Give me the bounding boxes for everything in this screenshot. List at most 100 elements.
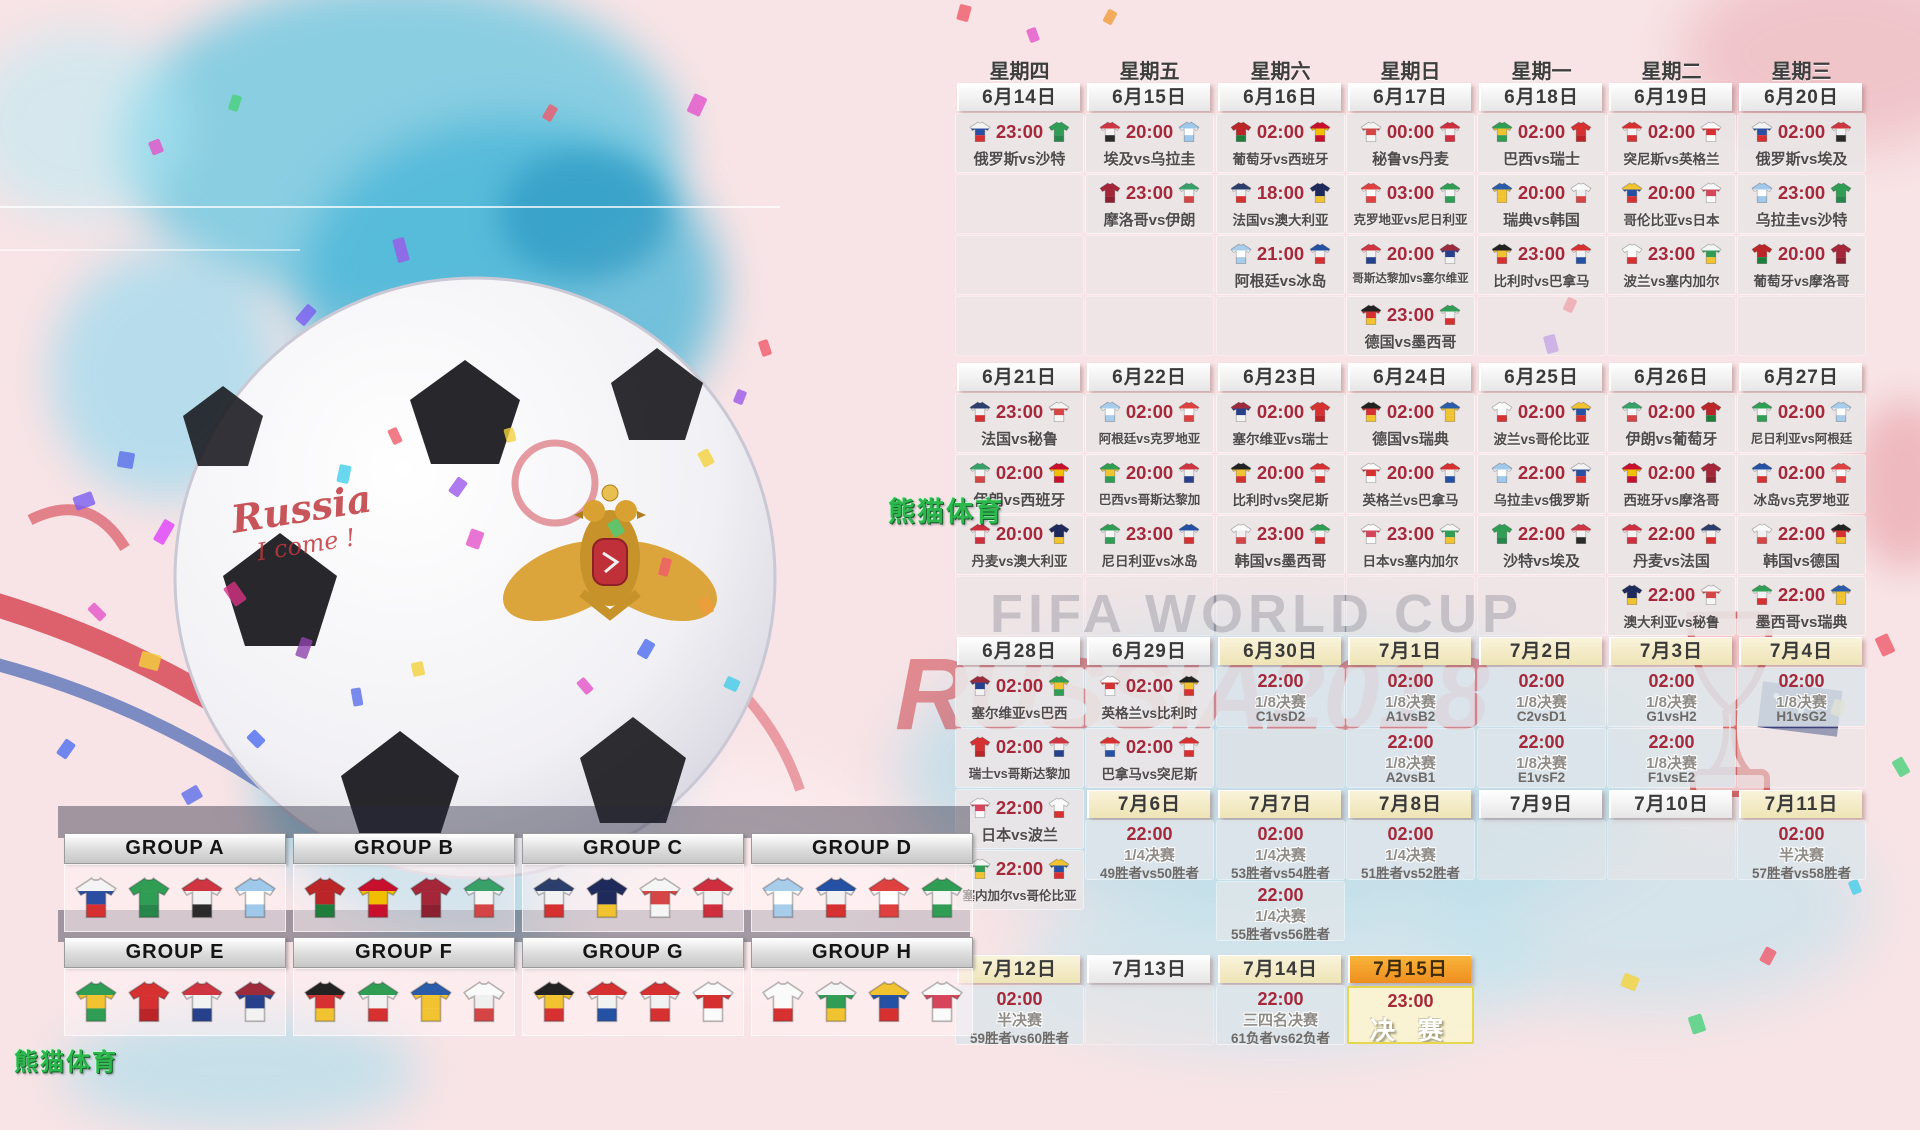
match-teams: 哥斯达黎加vs塞尔维亚 — [1352, 273, 1469, 285]
date-header: 6月26日 — [1609, 363, 1732, 391]
confetti-piece — [138, 650, 162, 672]
jersey-icon-塞内加尔 — [814, 981, 857, 1023]
jersey-icon-俄罗斯 — [1751, 121, 1773, 142]
match-time: 02:00 — [1777, 120, 1826, 142]
jersey-icon-比利时 — [1230, 462, 1252, 483]
pairing-label: A1vsB2 — [1385, 709, 1436, 724]
match-time: 02:00 — [1778, 824, 1825, 844]
match-cell: 02:00 伊朗vs西班牙 — [956, 455, 1083, 513]
date-header: 6月15日 — [1087, 83, 1210, 111]
empty-cell — [1086, 236, 1213, 294]
jersey-icon-秘鲁 — [1360, 121, 1382, 142]
match-time-row: 23:00 — [1086, 517, 1213, 550]
match-time-row: 23:00 — [1347, 517, 1474, 550]
match-teams: 巴西vs瑞士 — [1503, 151, 1580, 168]
stage-label: 1/8决赛 — [1385, 755, 1436, 772]
date-header: 6月18日 — [1479, 83, 1602, 111]
jersey-icon-沙特 — [1491, 523, 1513, 544]
jersey-icon-突尼斯 — [1621, 121, 1643, 142]
match-teams: 德国vs墨西哥 — [1364, 334, 1457, 351]
match-teams: 尼日利亚vs阿根廷 — [1750, 432, 1853, 446]
date-header: 7月7日 — [1218, 790, 1341, 818]
date-header: 7月6日 — [1087, 790, 1210, 818]
match-cell: 02:00 冰岛vs克罗地亚 — [1738, 455, 1865, 513]
final-label: 决 赛 — [1370, 1017, 1451, 1044]
jersey-icon-英格兰 — [1360, 462, 1382, 483]
knockout-cell: 02:00 1/8决赛 G1vsH2 — [1608, 668, 1735, 726]
pairing-label: E1vsF2 — [1517, 770, 1566, 785]
match-time-row: 02:00 — [956, 730, 1083, 763]
match-teams: 英格兰vs巴拿马 — [1362, 493, 1459, 508]
stage-label: 三四名决赛 — [1242, 1012, 1318, 1029]
jersey-icon-伊朗 — [1621, 401, 1643, 422]
match-teams: 波兰vs塞内加尔 — [1623, 274, 1720, 289]
jersey-icon-尼日利亚 — [1751, 401, 1773, 422]
match-time: 02:00 — [1125, 674, 1174, 696]
match-time: 20:00 — [1386, 242, 1435, 264]
jersey-icon-澳大利亚 — [585, 877, 628, 919]
empty-cell — [956, 577, 1083, 635]
empty-cell — [1738, 729, 1865, 787]
match-teams: 法国vs秘鲁 — [981, 431, 1058, 448]
match-time: 21:00 — [1256, 242, 1305, 264]
jersey-icon-韩国 — [1570, 182, 1592, 203]
empty-cell — [1086, 297, 1213, 355]
match-time: 03:00 — [1386, 181, 1435, 203]
date-header: 7月4日 — [1739, 637, 1862, 665]
match-time-row: 02:00 — [1217, 395, 1344, 428]
date-header: 6月16日 — [1218, 83, 1341, 111]
jersey-icon-哥斯达黎加 — [1360, 243, 1382, 264]
jersey-icon-埃及 — [1099, 121, 1121, 142]
match-cell: 02:00 巴西vs瑞士 — [1478, 114, 1605, 172]
match-time: 20:00 — [1647, 181, 1696, 203]
match-teams: 丹麦vs澳大利亚 — [971, 554, 1068, 569]
jersey-icon-墨西哥 — [356, 981, 399, 1023]
match-teams: 伊朗vs葡萄牙 — [1625, 431, 1718, 448]
soccer-ball — [173, 276, 777, 880]
empty-cell — [1478, 297, 1605, 355]
stage-label: 1/8决赛 — [1516, 694, 1567, 711]
jersey-icon-塞内加尔 — [1700, 243, 1722, 264]
match-time-row: 02:00 — [1608, 456, 1735, 489]
jersey-icon-塞尔维亚 — [233, 981, 276, 1023]
match-time-row: 23:00 — [1347, 298, 1474, 331]
jersey-icon-巴西 — [1099, 462, 1121, 483]
weekday-label: 星期日 — [1380, 61, 1441, 83]
jersey-icon-波兰 — [1491, 401, 1513, 422]
match-time: 23:00 — [1386, 303, 1435, 325]
decorative-line — [0, 249, 300, 251]
stage-label: 1/8决赛 — [1385, 694, 1436, 711]
match-time-row: 02:00 — [1086, 395, 1213, 428]
jersey-icon-巴拿马 — [585, 981, 628, 1023]
match-time: 02:00 — [1256, 400, 1305, 422]
jersey-icon-乌拉圭 — [1178, 121, 1200, 142]
match-time-row: 23:00 — [1217, 517, 1344, 550]
pairing-label: 57胜者vs58胜者 — [1751, 866, 1852, 879]
jersey-icon-突尼斯 — [1309, 462, 1331, 483]
confetti-piece — [956, 3, 972, 23]
match-teams: 瑞士vs哥斯达黎加 — [968, 767, 1071, 781]
knockout-cell: 22:00 1/8决赛 C1vsD2 — [1217, 668, 1344, 726]
match-time-row: 22:00 — [1478, 517, 1605, 550]
stage-label: 1/4决赛 — [1255, 847, 1306, 864]
empty-cell — [1478, 821, 1605, 879]
pairing-label: G1vsH2 — [1646, 709, 1697, 724]
match-time-row: 23:00 — [956, 395, 1083, 428]
match-time: 23:00 — [995, 120, 1044, 142]
jersey-icon-澳大利亚 — [1048, 523, 1070, 544]
date-header: 6月30日 — [1218, 637, 1341, 665]
match-time-row: 22:00 — [956, 852, 1083, 885]
group-title: GROUP C — [522, 833, 744, 864]
date-header: 7月15日 — [1348, 955, 1471, 983]
weekday-label: 星期五 — [1119, 61, 1180, 83]
knockout-cell: 02:00 1/4决赛 51胜者vs52胜者 — [1347, 821, 1474, 879]
splash-shape — [500, 150, 670, 280]
date-header: 6月28日 — [957, 637, 1080, 665]
stage-label: 半决赛 — [1778, 847, 1824, 864]
jersey-icon-巴拿马 — [1570, 243, 1592, 264]
match-time: 02:00 — [1778, 671, 1825, 691]
match-time: 23:00 — [1125, 522, 1174, 544]
match-time: 22:00 — [1387, 732, 1434, 752]
match-time: 23:00 — [1256, 522, 1305, 544]
match-teams: 巴拿马vs突尼斯 — [1101, 767, 1198, 782]
